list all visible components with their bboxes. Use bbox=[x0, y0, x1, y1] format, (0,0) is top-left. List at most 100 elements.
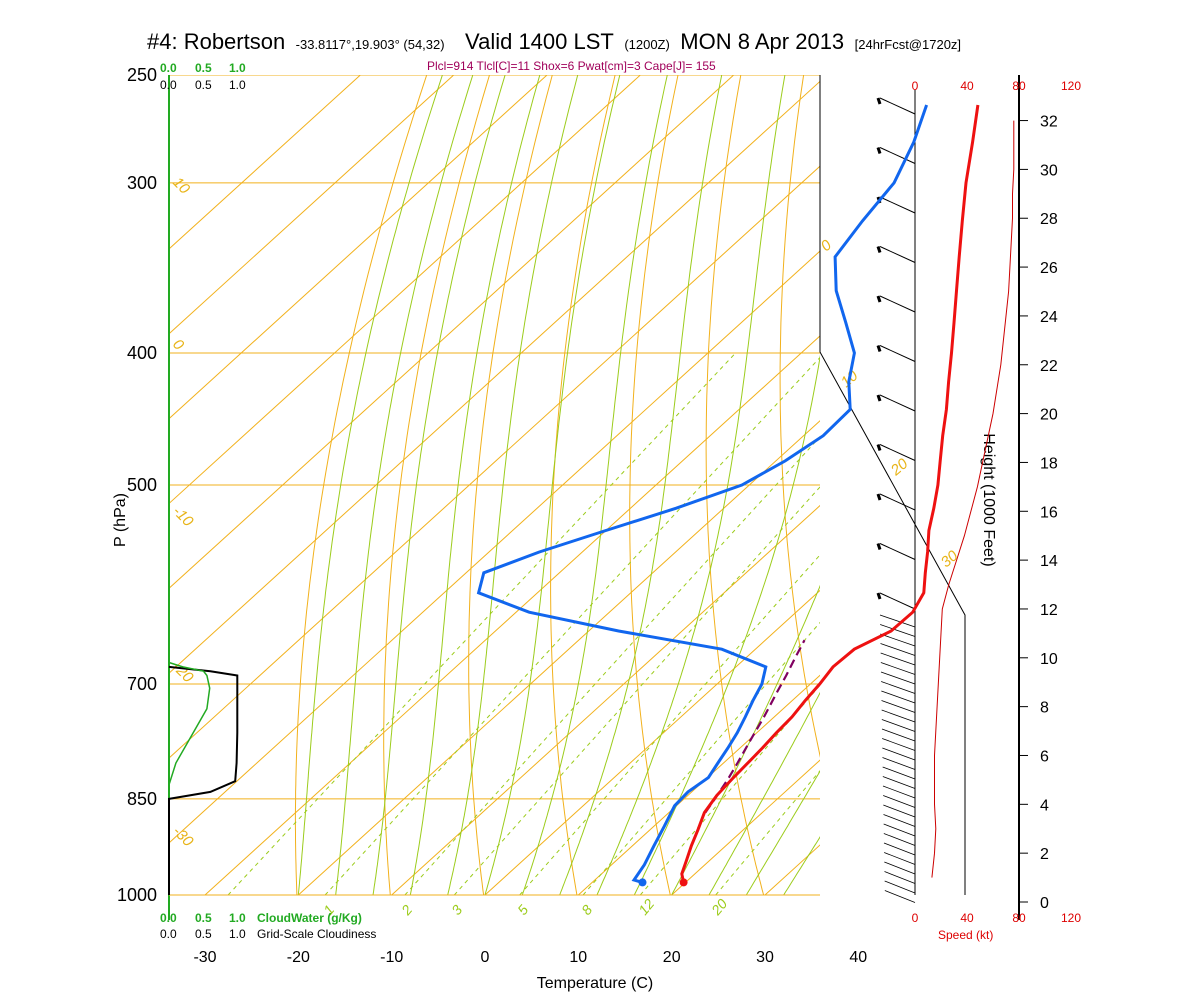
wind-barb-flag bbox=[876, 345, 882, 352]
cloud-scale-bottom-green-2: 1.0 bbox=[229, 911, 246, 925]
cloud-scale-top-black-0: 0.0 bbox=[160, 78, 177, 92]
wind-barb bbox=[879, 444, 916, 461]
cloud-scale-bottom-green-1: 0.5 bbox=[195, 911, 212, 925]
pressure-tick-1000: 1000 bbox=[117, 885, 157, 905]
isotherm--100 bbox=[169, 75, 455, 335]
wind-barb bbox=[883, 842, 916, 856]
wind-barb-flag bbox=[876, 246, 882, 253]
temperature-tick: 0 bbox=[481, 949, 490, 966]
mixing-ratio-label: 12 bbox=[635, 896, 657, 918]
wind-barb bbox=[883, 823, 916, 837]
wind-barb bbox=[883, 833, 916, 846]
isotherm--40 bbox=[169, 250, 820, 844]
pressure-tick-500: 500 bbox=[127, 475, 157, 495]
moist-adiabat bbox=[484, 75, 621, 895]
moist-adiabat bbox=[409, 75, 541, 895]
sounding-parameters: Plcl=914 Tlcl[C]=11 Shox=6 Pwat[cm]=3 Ca… bbox=[427, 59, 716, 73]
height-tick: 18 bbox=[1040, 455, 1058, 472]
mixing-ratio-line bbox=[582, 621, 820, 895]
cloudiness-profile bbox=[168, 665, 239, 895]
temperature-tick: -10 bbox=[380, 949, 403, 966]
moist-adiabat bbox=[335, 75, 474, 895]
cloudiness-label: Grid-Scale Cloudiness bbox=[257, 927, 376, 941]
dry-adiabat bbox=[629, 75, 679, 895]
isotherm--10 bbox=[391, 504, 820, 895]
temperature-tick: 10 bbox=[569, 949, 587, 966]
cloud-scale-bottom-black-2: 1.0 bbox=[229, 927, 246, 941]
cloud-scale-bottom: 0.0 0.5 1.0 CloudWater (g/Kg) 0.0 0.5 1.… bbox=[160, 911, 376, 941]
cloud-scale-top-green-0: 0.0 bbox=[160, 61, 177, 75]
isotherm--110 bbox=[169, 75, 361, 250]
temperature-tick: 30 bbox=[756, 949, 774, 966]
wind-barb bbox=[881, 681, 916, 694]
speed-tick: 80 bbox=[1012, 79, 1026, 93]
wind-barb bbox=[884, 890, 916, 903]
dry-adiabat bbox=[468, 75, 553, 895]
cloudwater-profile bbox=[168, 661, 211, 786]
wind-barb bbox=[880, 671, 916, 685]
height-axis-label: Height (1000 Feet) bbox=[980, 433, 997, 566]
pressure-axis: 250 300 400 500 700 850 1000 bbox=[117, 65, 157, 905]
mixing-ratio-label: 3 bbox=[448, 902, 465, 918]
dry-adiabat-label: -30 bbox=[169, 823, 197, 851]
surface-dewpoint-marker bbox=[638, 878, 647, 887]
valid-date: MON 8 Apr 2013 bbox=[680, 29, 844, 54]
cloudwater-label: CloudWater (g/Kg) bbox=[257, 911, 362, 925]
wind-barb bbox=[881, 728, 916, 742]
wind-barb bbox=[882, 766, 916, 780]
cloud-scale-bottom-green-0: 0.0 bbox=[160, 911, 177, 925]
wind-barb-flag bbox=[876, 97, 882, 105]
dry-adiabat-label: 10 bbox=[169, 174, 193, 198]
forecast-info: [24hrFcst@1720z] bbox=[855, 37, 961, 52]
moist-adiabat-label: 30 bbox=[938, 547, 962, 571]
speed-tick: 0 bbox=[912, 79, 919, 93]
wind-barb bbox=[880, 633, 916, 647]
wind-barb-flag bbox=[876, 295, 882, 303]
wind-barb bbox=[882, 785, 916, 799]
wind-barb-flag bbox=[876, 147, 882, 154]
wind-barb bbox=[883, 795, 916, 808]
wind-barb bbox=[882, 747, 916, 761]
dry-adiabat bbox=[1118, 75, 1200, 895]
dry-adiabat bbox=[294, 75, 428, 895]
isotherm--80 bbox=[169, 75, 641, 505]
dry-adiabat-label: 0 bbox=[169, 336, 187, 354]
mixing-ratio-label: 5 bbox=[514, 902, 531, 918]
dry-adiabat bbox=[1180, 75, 1200, 895]
mixing-ratio-line bbox=[453, 486, 820, 895]
moist-adiabat bbox=[708, 691, 820, 895]
cloud-scale-top-black-1: 0.5 bbox=[195, 78, 212, 92]
height-tick: 26 bbox=[1040, 260, 1058, 277]
cloud-scale-top: 0.0 0.5 1.0 0.0 0.5 1.0 bbox=[160, 61, 246, 92]
wind-barb bbox=[881, 690, 916, 704]
height-tick: 12 bbox=[1040, 602, 1058, 619]
height-tick: 24 bbox=[1040, 309, 1058, 326]
mixing-ratio-label: 2 bbox=[397, 902, 415, 919]
station-title: #4: Robertson bbox=[147, 29, 285, 54]
wind-barb bbox=[883, 804, 916, 818]
moist-adiabat bbox=[596, 75, 786, 895]
dry-adiabat-label: -20 bbox=[169, 659, 197, 687]
surface-temperature-marker bbox=[679, 878, 688, 887]
wind-barb bbox=[880, 652, 916, 666]
mixing-ratio-line bbox=[639, 684, 820, 895]
pressure-tick-850: 850 bbox=[127, 789, 157, 809]
temperature-tick: 40 bbox=[849, 949, 867, 966]
dry-adiabat bbox=[989, 75, 1137, 895]
wind-barb bbox=[879, 97, 916, 115]
wind-barb bbox=[879, 543, 916, 560]
pressure-tick-250: 250 bbox=[127, 65, 157, 85]
isotherm-40 bbox=[858, 75, 1200, 895]
wind-barb bbox=[879, 592, 916, 610]
wind-barb bbox=[879, 493, 916, 511]
mixing-ratio-label: 8 bbox=[578, 902, 595, 918]
wind-barb bbox=[881, 719, 916, 732]
speed-tick: 120 bbox=[1061, 79, 1081, 93]
mixing-ratio-line bbox=[227, 352, 736, 895]
wind-barb-flag bbox=[876, 493, 882, 501]
speed-tick: 0 bbox=[912, 911, 919, 925]
wind-barb bbox=[882, 757, 916, 770]
pressure-tick-400: 400 bbox=[127, 343, 157, 363]
temperature-axis: -30 -20 -10 0 10 20 30 40 bbox=[193, 949, 867, 966]
